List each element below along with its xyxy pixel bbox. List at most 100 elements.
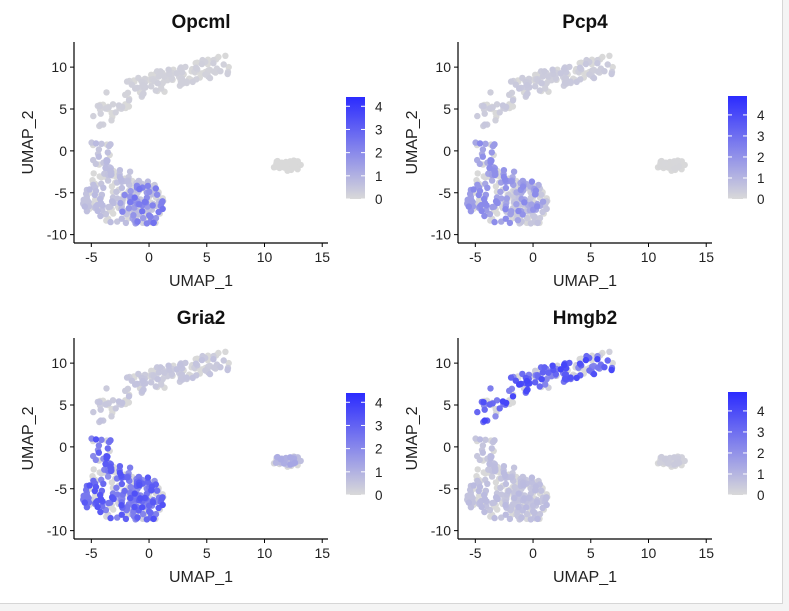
data-point [97, 212, 104, 220]
data-point [104, 149, 112, 156]
data-point [515, 503, 522, 511]
data-point [536, 383, 543, 390]
data-point [225, 63, 232, 71]
data-point [144, 474, 152, 481]
data-point [534, 219, 541, 227]
data-point [92, 436, 100, 443]
data-point [515, 490, 522, 497]
data-point [484, 480, 491, 487]
data-point [476, 436, 484, 443]
data-point [671, 454, 678, 461]
data-point [161, 369, 168, 376]
data-points [80, 52, 304, 227]
data-point [95, 449, 103, 456]
data-point [486, 105, 493, 112]
data-point [531, 213, 538, 220]
x-tick-label: 0 [529, 249, 537, 265]
data-point [488, 157, 495, 164]
data-point [130, 212, 137, 219]
data-point [124, 178, 131, 185]
data-point [656, 459, 664, 466]
data-point [116, 463, 124, 470]
panel-title: Hmgb2 [553, 308, 617, 329]
colorbar-tick-label: 3 [757, 129, 765, 144]
data-point [491, 141, 498, 148]
colorbar [346, 393, 365, 495]
data-point [96, 491, 104, 499]
y-axis-label: UMAP_2 [404, 406, 421, 470]
data-point [81, 203, 89, 210]
data-point [608, 70, 615, 78]
y-tick-label: 0 [59, 439, 67, 455]
data-point [113, 484, 120, 491]
data-point [210, 60, 217, 67]
data-point [515, 207, 522, 215]
data-point [480, 491, 488, 499]
data-point [121, 487, 128, 495]
data-point [506, 219, 514, 227]
data-point [506, 387, 513, 394]
data-point [222, 52, 229, 59]
data-point [594, 60, 601, 67]
data-point [127, 494, 134, 502]
data-point [576, 360, 584, 367]
data-point [519, 211, 526, 218]
data-point [153, 191, 161, 198]
colorbar-tick-label: 2 [757, 446, 765, 461]
data-point [86, 482, 93, 489]
data-point [576, 59, 583, 67]
data-point [479, 442, 487, 449]
data-point [139, 377, 147, 385]
data-point [155, 73, 162, 80]
data-point [532, 379, 539, 386]
data-point [474, 112, 481, 120]
data-point [139, 214, 147, 222]
data-point [114, 514, 121, 521]
data-point [527, 516, 534, 523]
data-point [137, 495, 144, 502]
data-point [661, 456, 669, 463]
panel-title: Gria2 [177, 308, 226, 329]
data-point [535, 181, 542, 189]
data-point [671, 165, 678, 172]
data-point [210, 356, 217, 363]
data-point [173, 70, 180, 77]
data-point [525, 494, 533, 502]
data-point [523, 81, 531, 89]
data-point [492, 198, 500, 205]
y-tick-label: 5 [59, 101, 67, 117]
data-point [287, 461, 294, 468]
data-point [478, 207, 485, 215]
y-axis-label: UMAP_2 [404, 110, 421, 174]
data-point [527, 220, 534, 227]
data-point [507, 374, 515, 381]
data-point [537, 487, 545, 494]
data-point [479, 449, 486, 456]
data-point [125, 393, 133, 400]
data-point [488, 149, 495, 156]
data-point [491, 437, 498, 444]
data-point [272, 459, 280, 466]
data-point [497, 484, 504, 491]
data-point [132, 381, 139, 388]
data-point [516, 381, 523, 388]
data-point [150, 515, 157, 523]
colorbar-tick-label: 2 [375, 146, 383, 161]
data-point [139, 208, 146, 215]
data-point [92, 160, 100, 168]
y-tick-label: 5 [443, 101, 451, 117]
data-point [496, 109, 503, 116]
data-point [90, 170, 97, 177]
data-points [464, 52, 688, 227]
x-tick-label: 10 [641, 249, 657, 265]
data-point [131, 194, 138, 201]
data-point [122, 91, 129, 99]
data-point [112, 109, 119, 116]
data-point [206, 74, 214, 82]
data-point [492, 413, 499, 420]
data-point [155, 369, 162, 376]
x-tick-label: 10 [641, 545, 657, 561]
